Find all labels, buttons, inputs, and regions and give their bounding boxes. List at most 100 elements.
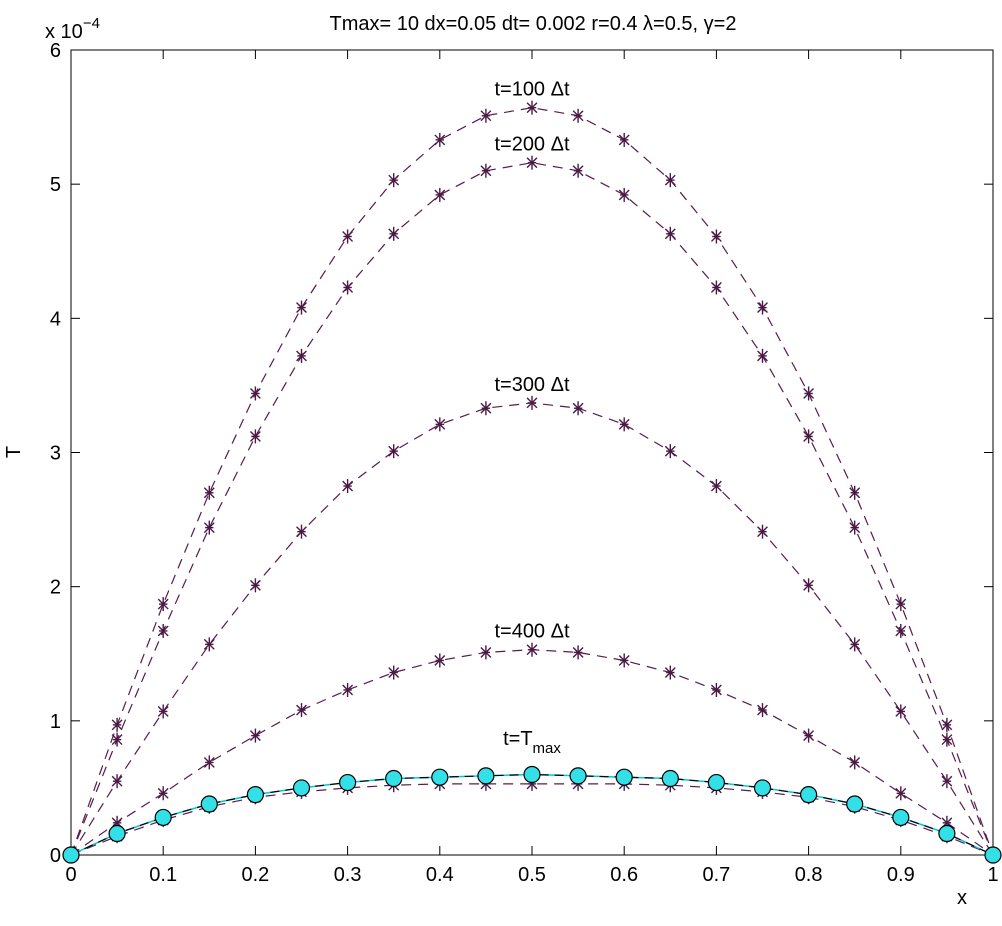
star-marker	[757, 300, 768, 315]
star-marker	[941, 774, 953, 789]
x-tick-label: 0.5	[518, 864, 546, 886]
star-marker	[664, 665, 676, 680]
star-marker	[526, 642, 538, 657]
star-marker	[572, 645, 584, 660]
series-label: t=Tmax	[503, 728, 561, 757]
series-label: t=100 Δt	[494, 79, 570, 101]
circle-marker	[569, 767, 587, 785]
star-marker	[618, 132, 630, 147]
star-marker	[203, 485, 215, 500]
y-tick-label: 4	[50, 308, 61, 330]
circle-marker	[154, 808, 172, 827]
star-marker	[526, 155, 538, 170]
circle-marker	[984, 846, 1002, 864]
star-marker	[803, 728, 815, 743]
star-marker	[342, 479, 354, 494]
star-marker	[157, 786, 169, 801]
star-marker	[249, 429, 261, 444]
x-tick-label: 0.6	[610, 864, 638, 886]
x-tick-label: 0.2	[241, 864, 269, 886]
star-marker	[157, 704, 169, 719]
x-tick-label: 0.3	[334, 864, 362, 886]
x-tick-label: 0	[65, 864, 76, 886]
star-marker	[111, 732, 123, 747]
circle-marker	[200, 795, 218, 813]
series-label: t=300 Δt	[494, 374, 570, 396]
x-tick-label: 0.7	[702, 864, 730, 886]
star-marker	[849, 520, 861, 535]
star-marker	[342, 229, 354, 244]
y-tick-label: 0	[50, 845, 61, 867]
star-marker	[434, 653, 446, 668]
plot-area	[70, 49, 994, 856]
circle-marker	[385, 769, 403, 788]
series-line	[70, 783, 994, 856]
circle-marker	[246, 786, 264, 804]
circle-marker	[615, 768, 633, 786]
star-marker	[895, 786, 907, 801]
star-marker	[480, 163, 492, 178]
star-marker	[803, 578, 815, 593]
star-marker	[111, 774, 123, 789]
circle-marker	[753, 779, 772, 797]
star-marker	[618, 187, 630, 202]
x-tick-label: 0.8	[795, 864, 823, 886]
series-label: t=400 Δt	[494, 621, 570, 643]
chart-title: Tmax= 10 dx=0.05 dt= 0.002 r=0.4 λ=0.5, …	[330, 13, 737, 35]
star-marker	[249, 728, 261, 743]
star-marker	[710, 682, 722, 697]
circle-marker	[661, 769, 679, 788]
circle-marker	[938, 824, 956, 843]
star-marker	[296, 524, 307, 539]
star-marker	[388, 226, 400, 241]
series-layer	[62, 100, 1002, 864]
axis-ticks: 0 0.1 0.2 0.3 0.4 0.5 0.6 0.7 0.8 0.9 1 0 1 2 3 4 5 6	[50, 40, 999, 886]
star-marker	[526, 100, 538, 115]
star-marker	[710, 479, 722, 494]
star-marker	[664, 444, 676, 459]
star-marker	[388, 665, 400, 680]
star-marker	[664, 173, 676, 188]
star-marker	[710, 229, 722, 244]
circle-marker	[339, 773, 357, 792]
y-tick-label: 3	[50, 443, 61, 465]
circle-marker	[707, 773, 726, 792]
circle-marker	[292, 779, 311, 797]
star-marker	[895, 623, 907, 638]
star-marker	[849, 755, 861, 770]
star-marker	[572, 108, 584, 123]
y-axis-label: T	[3, 446, 25, 458]
star-marker	[757, 348, 768, 363]
circle-marker	[799, 786, 818, 804]
circle-marker	[62, 846, 80, 864]
star-marker	[434, 187, 446, 202]
star-marker	[249, 386, 261, 401]
series-label: t=200 Δt	[494, 134, 570, 156]
star-marker	[572, 163, 584, 178]
star-marker	[618, 653, 630, 668]
star-marker	[111, 717, 123, 732]
star-marker	[895, 597, 907, 612]
circle-marker	[477, 767, 495, 785]
star-marker	[526, 395, 538, 410]
star-marker	[249, 578, 261, 593]
star-marker	[849, 637, 861, 652]
x-tick-label: 0.9	[887, 864, 915, 886]
star-marker	[203, 520, 215, 535]
star-marker	[849, 485, 861, 500]
star-marker	[342, 280, 354, 295]
star-marker	[157, 623, 169, 638]
series-line	[70, 107, 994, 856]
star-marker	[710, 280, 722, 295]
y-tick-label: 2	[50, 577, 61, 599]
star-marker	[803, 386, 815, 401]
star-marker	[941, 717, 953, 732]
star-marker	[941, 732, 953, 747]
y-tick-label: 1	[50, 711, 61, 733]
star-marker	[572, 401, 584, 416]
circle-marker	[523, 765, 541, 784]
star-marker	[203, 755, 215, 770]
x-tick-label: 1	[987, 864, 998, 886]
x-tick-label: 0.4	[426, 864, 454, 886]
